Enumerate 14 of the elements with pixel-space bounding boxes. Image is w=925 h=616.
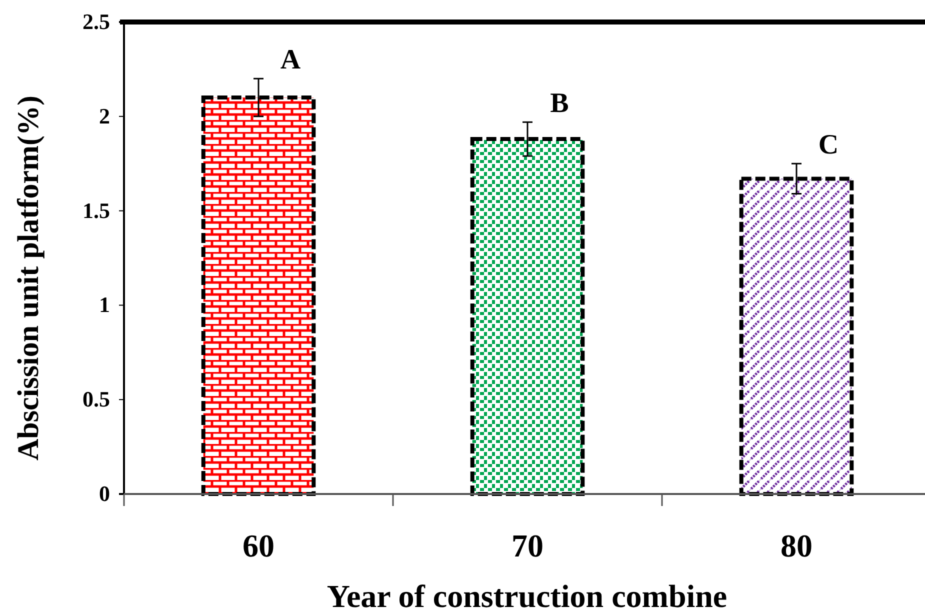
annotation: A (280, 44, 302, 76)
x-axis-title: Year of construction combine (326, 578, 728, 614)
x-tick-label: 60 (242, 528, 274, 564)
y-tick-label: 2 (99, 103, 110, 128)
y-tick-label: 0.5 (82, 386, 110, 412)
x-tick-label: 70 (512, 528, 544, 564)
annotation: B (550, 88, 569, 120)
x-tick-label: 80 (780, 528, 812, 564)
y-axis-title: Abscission unit platform(%) (12, 95, 45, 461)
y-tick-label: 1 (99, 292, 110, 318)
y-tick-label: 2.5 (82, 9, 110, 34)
annotation: C (818, 130, 839, 161)
y-tick-label: 0 (99, 481, 110, 506)
y-tick-label: 1.5 (82, 198, 110, 223)
